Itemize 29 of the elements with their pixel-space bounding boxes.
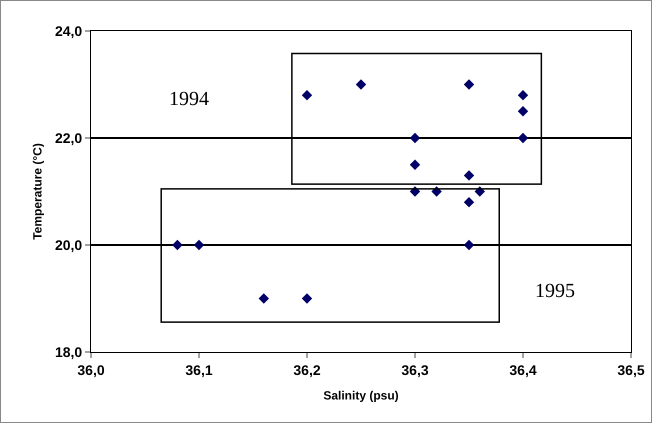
- point: [194, 240, 204, 250]
- y-tick-label: 24,0: [54, 22, 82, 39]
- point: [464, 79, 474, 90]
- point: [258, 293, 269, 304]
- y-tick-label: 22,0: [54, 130, 82, 146]
- point: [172, 240, 183, 250]
- x-tick-label: 36,5: [617, 362, 645, 378]
- point: [518, 132, 528, 144]
- point: [302, 293, 312, 304]
- point: [464, 197, 474, 208]
- x-tick-label: 36,4: [509, 362, 537, 378]
- point: [410, 132, 420, 144]
- y-tick-label: 20,0: [54, 236, 82, 253]
- point: [464, 170, 474, 181]
- point: [302, 90, 312, 100]
- point: [356, 79, 366, 90]
- x-tick-label: 36,1: [185, 362, 213, 378]
- point: [410, 160, 420, 170]
- annotation: 1994: [169, 88, 209, 110]
- x-tick-label: 36,3: [401, 362, 429, 378]
- point: [518, 106, 528, 116]
- point: [464, 240, 474, 250]
- y-axis-title: Temperature (°C): [30, 143, 44, 240]
- y-tick-label: 18,0: [54, 344, 82, 360]
- x-tick-label: 36,2: [293, 362, 321, 378]
- annotation: 1995: [535, 280, 575, 302]
- x-axis-title: Salinity (psu): [323, 388, 399, 403]
- x-tick-label: 36,0: [77, 362, 105, 378]
- point: [518, 90, 528, 100]
